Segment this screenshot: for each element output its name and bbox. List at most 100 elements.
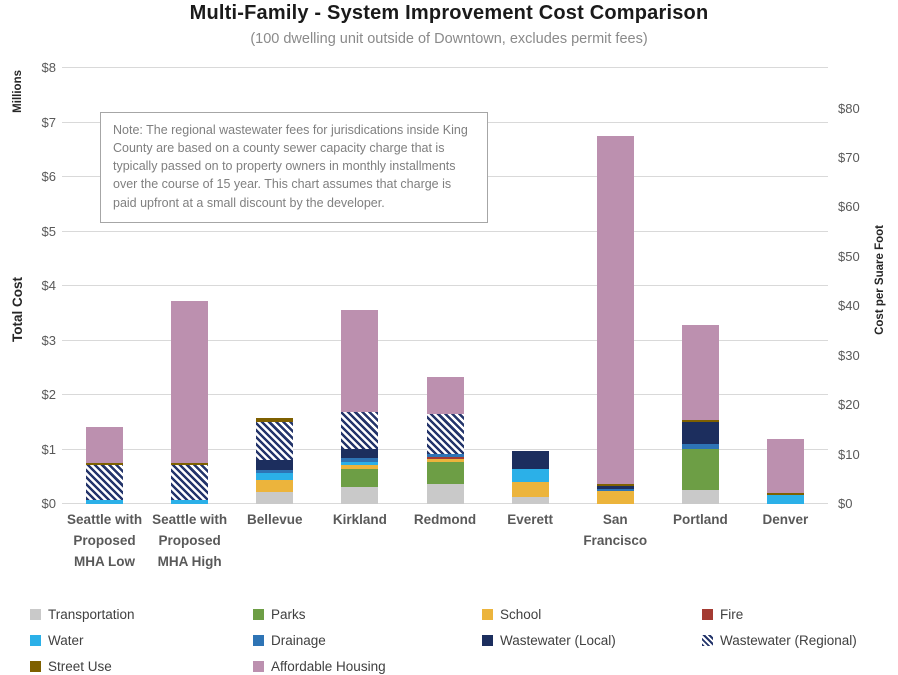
legend-row-2: Water Drainage Wastewater (Local) Wastewate… xyxy=(30,627,892,653)
segment-affordable-housing-seattle-with-proposed-mha-low xyxy=(86,426,124,463)
category-label-bellevue: Bellevue xyxy=(247,512,303,527)
legend-swatch-street-use xyxy=(30,660,41,672)
legend-item-wastewater-regional: Wastewater (Regional) xyxy=(702,633,892,648)
legend-row-1: Transportation Parks School Fire xyxy=(30,601,892,627)
gridline-5 xyxy=(62,230,828,232)
segment-water-everett xyxy=(511,468,549,483)
right-tick-4: $40 xyxy=(838,298,860,314)
legend-swatch-school xyxy=(482,608,493,620)
legend-label-school: School xyxy=(500,606,542,622)
chart-title: Multi-Family - System Improvement Cost C… xyxy=(189,2,709,24)
segment-wastewater-local-san-francisco xyxy=(596,486,634,490)
right-tick-7: $70 xyxy=(838,149,860,165)
segment-transportation-portland xyxy=(681,489,719,504)
gridline-4 xyxy=(62,285,828,286)
bar-bellevue xyxy=(256,68,294,504)
legend-label-parks: Parks xyxy=(271,606,306,622)
segment-wastewater-regional-kirkland xyxy=(341,412,379,449)
legend-label-street-use: Street Use xyxy=(48,658,112,674)
segment-drainage-portland xyxy=(681,443,719,449)
category-label-kirkland: Kirkland xyxy=(332,512,387,527)
right-tick-6: $60 xyxy=(838,199,860,215)
segment-street-use-portland xyxy=(681,420,719,422)
segment-parks-kirkland xyxy=(341,468,379,488)
right-tick-2: $20 xyxy=(838,397,860,413)
right-tick-0: $0 xyxy=(838,496,853,511)
segment-school-redmond xyxy=(426,458,464,463)
segment-transportation-bellevue xyxy=(256,492,294,504)
legend-swatch-wastewater-local xyxy=(482,634,493,646)
left-tick-5: $5 xyxy=(41,223,56,239)
left-tick-4: $4 xyxy=(41,278,56,293)
right-tick-8: $80 xyxy=(838,100,860,116)
legend-swatch-water xyxy=(30,634,41,646)
legend-swatch-fire xyxy=(702,608,713,620)
segment-fire-redmond xyxy=(426,456,464,459)
segment-water-bellevue xyxy=(256,472,294,481)
segment-street-use-bellevue xyxy=(256,418,294,422)
plot-area xyxy=(62,67,828,504)
left-tick-3: $3 xyxy=(41,332,56,348)
right-tick-3: $30 xyxy=(838,347,860,363)
segment-water-seattle-with-proposed-mha-high xyxy=(171,499,209,504)
segment-transportation-everett xyxy=(511,497,549,504)
segment-affordable-housing-kirkland xyxy=(341,310,379,413)
legend-label-fire: Fire xyxy=(720,606,744,622)
left-tick-1: $1 xyxy=(41,441,56,457)
note-annotation-box: Note: The regional wastewater fees for j… xyxy=(100,112,488,223)
category-label-san-francisco: San Francisco xyxy=(583,512,648,548)
segment-wastewater-regional-seattle-with-proposed-mha-low xyxy=(86,465,124,500)
right-tick-5: $50 xyxy=(838,248,860,264)
category-label-denver: Denver xyxy=(762,512,809,527)
legend-item-fire: Fire xyxy=(702,607,892,622)
legend-item-drainage: Drainage xyxy=(253,633,482,648)
right-tick-1: $10 xyxy=(838,446,860,462)
legend-label-wastewater-local: Wastewater (Local) xyxy=(500,632,616,648)
category-label-seattle-with-proposed-mha-high: Seattle with Proposed MHA High xyxy=(152,512,228,569)
legend-item-parks: Parks xyxy=(253,607,482,622)
segment-street-use-san-francisco xyxy=(596,484,634,487)
segment-school-san-francisco xyxy=(596,491,634,504)
segment-affordable-housing-redmond xyxy=(426,377,464,414)
segment-drainage-bellevue xyxy=(256,470,294,473)
bar-seattle-with-proposed-mha-high xyxy=(171,68,209,504)
legend-item-wastewater-local: Wastewater (Local) xyxy=(482,633,702,648)
segment-affordable-housing-portland xyxy=(681,324,719,421)
segment-wastewater-local-kirkland xyxy=(341,448,379,459)
legend-label-wastewater-regional: Wastewater (Regional) xyxy=(720,632,857,648)
chart-subtitle: (100 dwelling unit outside of Downtown, … xyxy=(250,31,648,47)
segment-transportation-kirkland xyxy=(341,487,379,504)
segment-transportation-redmond xyxy=(426,483,464,504)
legend-swatch-wastewater-regional xyxy=(702,634,713,646)
segment-school-kirkland xyxy=(341,464,379,469)
segment-wastewater-local-bellevue xyxy=(256,459,294,471)
segment-parks-redmond xyxy=(426,462,464,484)
segment-parks-portland xyxy=(681,448,719,490)
category-label-seattle-with-proposed-mha-low: Seattle with Proposed MHA Low xyxy=(67,512,143,569)
segment-drainage-san-francisco xyxy=(596,489,634,492)
legend-item-affordable-housing: Affordable Housing xyxy=(253,659,482,674)
segment-water-seattle-with-proposed-mha-low xyxy=(86,499,124,504)
bar-redmond xyxy=(426,68,464,504)
right-axis-title: Cost per Suare Foot xyxy=(874,225,886,335)
bar-portland xyxy=(681,68,719,504)
segment-affordable-housing-denver xyxy=(766,438,804,493)
segment-school-everett xyxy=(511,482,549,498)
legend-item-water: Water xyxy=(30,633,253,648)
gridline-8 xyxy=(62,67,828,68)
segment-water-kirkland xyxy=(341,461,379,465)
segment-wastewater-regional-bellevue xyxy=(256,421,294,460)
left-tick-6: $6 xyxy=(41,169,56,184)
bar-everett xyxy=(511,68,549,504)
category-label-redmond: Redmond xyxy=(413,512,477,527)
chart-legend: Transportation Parks School Fire Water Draina… xyxy=(30,601,892,675)
gridline-3 xyxy=(62,339,828,341)
legend-swatch-affordable-housing xyxy=(253,660,264,672)
left-tick-7: $7 xyxy=(41,114,56,130)
segment-drainage-redmond xyxy=(426,453,464,457)
legend-label-affordable-housing: Affordable Housing xyxy=(271,658,386,674)
segment-wastewater-regional-redmond xyxy=(426,413,464,454)
segment-drainage-kirkland xyxy=(341,458,379,462)
legend-label-water: Water xyxy=(48,632,84,648)
